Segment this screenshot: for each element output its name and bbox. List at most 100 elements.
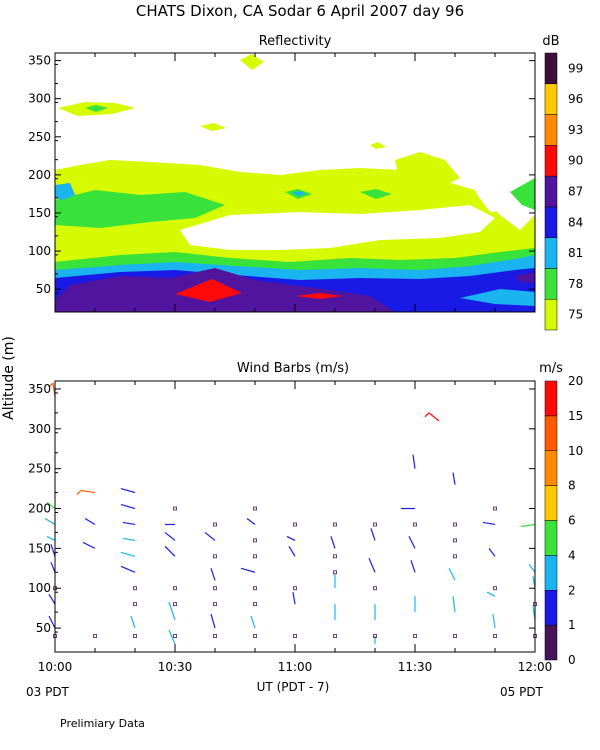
- colorbar-label: 87: [568, 185, 583, 199]
- wind-barb: [80, 489, 96, 494]
- wind-barb-flag: [424, 412, 430, 418]
- wind-barb: [448, 567, 456, 581]
- y-tick-label: 300: [28, 92, 51, 106]
- colorbar-swatch: [544, 268, 558, 300]
- contour-75-cloud-d: [200, 123, 226, 131]
- colorbar-swatch: [544, 590, 558, 626]
- reflectivity-contours: [55, 54, 535, 312]
- contour-90-b: [295, 293, 342, 299]
- wind-barb: [48, 593, 56, 605]
- y-tick-label: 100: [28, 581, 51, 595]
- colorbar-swatch: [544, 298, 558, 331]
- wind-barb: [452, 596, 456, 613]
- calm-point: [453, 634, 457, 638]
- calm-point: [373, 634, 377, 638]
- colorbar-swatch: [544, 520, 558, 556]
- calm-point: [253, 506, 257, 511]
- y-tick-label: 350: [28, 54, 51, 68]
- calm-point: [453, 522, 457, 527]
- calm-point: [333, 554, 337, 559]
- colorbar-label: 93: [568, 123, 583, 137]
- wind-barb: [482, 521, 496, 526]
- wind-barb: [120, 565, 136, 573]
- reflectivity-title: Reflectivity: [259, 34, 332, 49]
- colorbar-swatch: [544, 450, 558, 486]
- calm-point: [253, 586, 257, 591]
- y-axis-label: Altitude (m): [1, 336, 17, 420]
- calm-point: [93, 634, 97, 638]
- calm-point: [253, 602, 257, 607]
- wind-panel: Wind Barbs (m/s) 5010015020025030035010:…: [28, 361, 583, 674]
- calm-point: [213, 602, 217, 607]
- colorbar-swatch: [544, 114, 558, 146]
- contour-clear-a: [180, 205, 495, 250]
- reflectivity-panel: Reflectivity: [28, 34, 583, 331]
- calm-point: [333, 570, 337, 575]
- colorbar-label: 81: [568, 246, 583, 260]
- colorbar-label: 10: [568, 444, 583, 458]
- wind-barb-flag: [48, 382, 54, 388]
- wind-barb: [46, 502, 56, 510]
- x-tick-label: 10:00: [38, 660, 73, 674]
- wind-barb: [122, 521, 136, 526]
- wind-barb: [120, 551, 136, 557]
- wind-barb: [370, 528, 376, 541]
- contour-75-cloud-b: [240, 54, 264, 70]
- contour-87-notch: [515, 272, 535, 283]
- calm-point: [213, 586, 217, 591]
- colorbar-swatch: [544, 555, 558, 591]
- colorbar-swatch: [544, 206, 558, 238]
- calm-point: [493, 586, 497, 591]
- wind-barbs: [44, 382, 537, 645]
- y-tick-label: 250: [28, 462, 51, 476]
- contour-90-a: [175, 279, 242, 302]
- wind-barb: [44, 517, 56, 525]
- x-tick-label: 11:30: [398, 660, 433, 674]
- wind-barb: [122, 537, 136, 542]
- y-tick-label: 300: [28, 422, 51, 436]
- x-tick-label: 11:00: [278, 660, 313, 674]
- colorbar-label: 0: [568, 653, 576, 667]
- colorbar-label: 96: [568, 92, 583, 106]
- wind-barb: [528, 563, 536, 573]
- wind-barb: [368, 558, 376, 573]
- y-tick-label: 100: [28, 244, 51, 258]
- wind-colorbar-unit: m/s: [539, 361, 563, 376]
- contour-78-small-c: [360, 189, 392, 199]
- calm-point: [293, 634, 297, 638]
- colorbar-label: 4: [568, 548, 576, 562]
- colorbar-swatch: [544, 237, 558, 269]
- wind-barb: [50, 544, 56, 557]
- calm-point: [133, 602, 137, 607]
- calm-point: [253, 554, 257, 559]
- wind-barb: [120, 503, 136, 510]
- wind-barb: [130, 615, 136, 629]
- contour-75-cloud-a: [395, 152, 460, 188]
- contour-78-small-a: [85, 105, 108, 112]
- wind-barb: [492, 614, 496, 629]
- calm-point: [213, 522, 217, 527]
- calm-point: [293, 586, 297, 591]
- wind-barb: [412, 454, 416, 469]
- wind-title: Wind Barbs (m/s): [237, 361, 349, 376]
- wind-barb: [246, 517, 256, 525]
- colorbar-swatch: [544, 175, 558, 208]
- colorbar-swatch: [544, 380, 558, 417]
- y-tick-label: 350: [28, 382, 51, 396]
- colorbar-label: 75: [568, 308, 583, 322]
- wind-barb: [292, 592, 296, 605]
- calm-point: [373, 522, 377, 527]
- colorbar-swatch: [544, 83, 558, 115]
- y-tick-label: 150: [28, 206, 51, 220]
- wind-barb: [288, 546, 296, 557]
- wind-barb: [330, 536, 336, 549]
- preliminary-data-note: Prelimiary Data: [60, 717, 145, 730]
- wind-barb: [50, 562, 56, 573]
- y-tick-label: 250: [28, 130, 51, 144]
- calm-point: [173, 634, 177, 638]
- wind-barb: [120, 488, 136, 494]
- start-pdt-label: 03 PDT: [26, 685, 70, 699]
- calm-point: [173, 586, 177, 591]
- wind-barb: [82, 541, 96, 549]
